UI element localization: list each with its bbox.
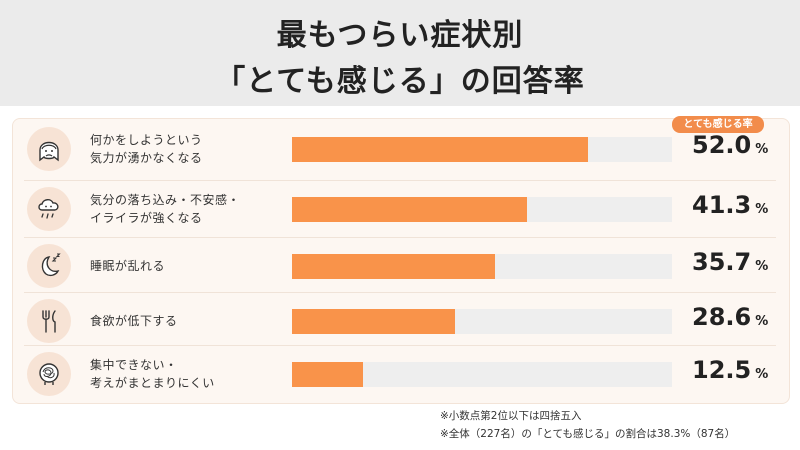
category-label: 食欲が低下する xyxy=(90,293,290,349)
value-number: 35.7 xyxy=(692,248,752,276)
footnote-rounding: ※小数点第2位以下は四捨五入 xyxy=(440,410,582,422)
bar-track xyxy=(292,362,672,387)
bar-row: 睡眠が乱れる 35.7% xyxy=(12,238,788,294)
value-number: 28.6 xyxy=(692,303,752,331)
row-divider xyxy=(24,292,776,293)
footnote-overall: ※全体（227名）の「とても感じる」の割合は38.3%（87名） xyxy=(440,428,736,440)
category-label: 何かをしようという 気力が湧かなくなる xyxy=(90,121,290,177)
category-label: 気分の落ち込み・不安感・ イライラが強くなる xyxy=(90,181,290,237)
category-label-line-2: 考えがまとまりにくい xyxy=(90,376,215,390)
moon-sleep-icon xyxy=(41,253,61,277)
value-label: 12.5% xyxy=(692,356,772,392)
bar-row: 気分の落ち込み・不安感・ イライラが強くなる 41.3% xyxy=(12,181,788,237)
row-divider xyxy=(24,237,776,238)
value-unit: % xyxy=(755,314,769,329)
row-divider xyxy=(24,180,776,181)
bar xyxy=(292,137,589,162)
chart-title-line-1: 最もつらい症状別 xyxy=(276,18,524,53)
category-label-line-1: 睡眠が乱れる xyxy=(90,259,166,273)
category-label: 睡眠が乱れる xyxy=(90,238,290,294)
category-label-line-1: 食欲が低下する xyxy=(90,314,178,328)
fork-knife-icon xyxy=(42,310,56,333)
value-number: 41.3 xyxy=(692,191,752,219)
category-label: 集中できない・ 考えがまとまりにくい xyxy=(90,346,290,402)
value-unit: % xyxy=(755,367,769,382)
bar xyxy=(292,309,456,334)
bar xyxy=(292,362,364,387)
bar-track xyxy=(292,197,672,222)
category-label-line-1: 気分の落ち込み・不安感・ xyxy=(90,193,241,207)
bar-row: 集中できない・ 考えがまとまりにくい 12.5% xyxy=(12,346,788,402)
bar-row: 食欲が低下する 28.6% xyxy=(12,293,788,349)
value-header-badge: とても感じる率 xyxy=(672,116,764,133)
category-label-line-2: 気力が湧かなくなる xyxy=(90,151,203,165)
value-number: 52.0 xyxy=(692,131,752,159)
chart-title-line-2: 「とても感じる」の回答率 xyxy=(215,64,585,99)
bar-track xyxy=(292,254,672,279)
tangled-head-icon xyxy=(39,363,59,385)
value-label: 52.0% xyxy=(692,131,772,167)
value-label: 35.7% xyxy=(692,248,772,284)
icon-badge xyxy=(27,244,71,288)
bar xyxy=(292,254,496,279)
bar-track xyxy=(292,137,672,162)
value-unit: % xyxy=(755,259,769,274)
header-band: 最もつらい症状別 「とても感じる」の回答率 xyxy=(0,0,800,106)
icon-badge xyxy=(27,127,71,171)
value-number: 12.5 xyxy=(692,356,752,384)
row-divider xyxy=(24,345,776,346)
value-label: 41.3% xyxy=(692,191,772,227)
value-unit: % xyxy=(755,202,769,217)
icon-badge xyxy=(27,187,71,231)
rain-cloud-icon xyxy=(38,199,59,219)
category-label-line-2: イライラが強くなる xyxy=(90,211,203,225)
bar xyxy=(292,197,528,222)
sad-face-icon xyxy=(39,141,59,162)
icon-badge xyxy=(27,352,71,396)
icon-badge xyxy=(27,299,71,343)
category-label-line-1: 集中できない・ xyxy=(90,358,178,372)
bar-track xyxy=(292,309,672,334)
bar-row: 何かをしようという 気力が湧かなくなる 52.0% xyxy=(12,121,788,177)
value-unit: % xyxy=(755,142,769,157)
value-label: 28.6% xyxy=(692,303,772,339)
category-label-line-1: 何かをしようという xyxy=(90,133,203,147)
